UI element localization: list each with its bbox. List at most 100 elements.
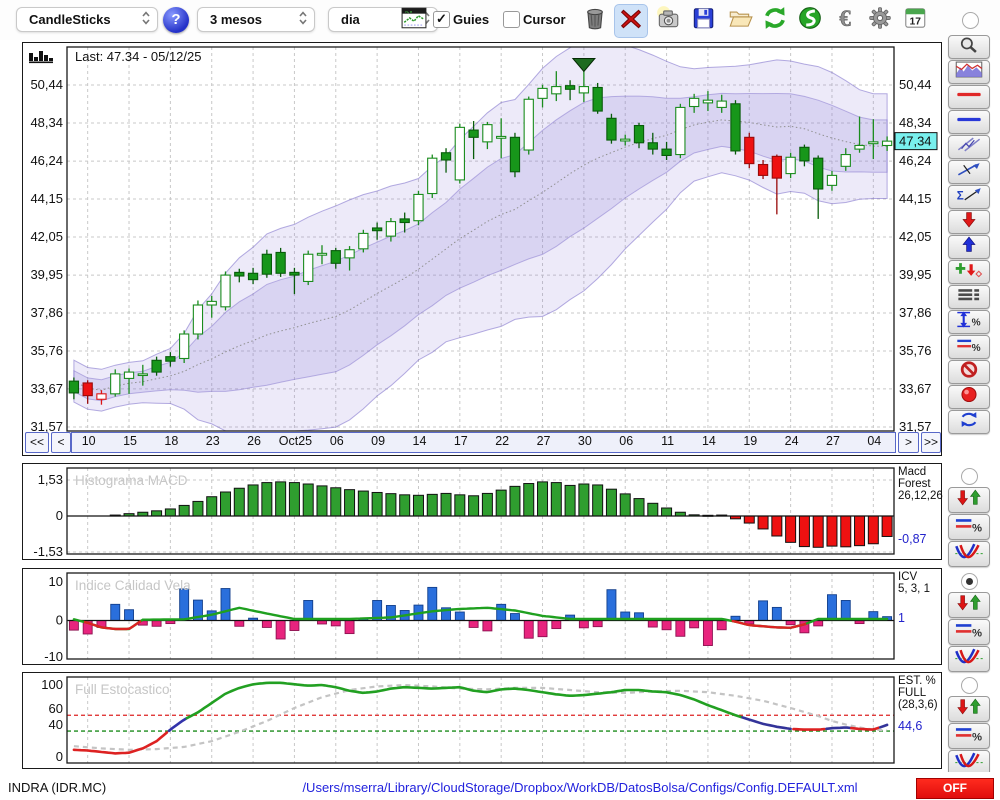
stepper-icon — [141, 10, 151, 29]
stoch-name-line2: FULL — [898, 687, 927, 699]
svg-text:39,95: 39,95 — [899, 267, 932, 282]
panel-chart-tool-button[interactable] — [948, 60, 990, 84]
date-tick-label: 27 — [826, 434, 840, 448]
chart-config-button[interactable]: n,n — [400, 7, 427, 32]
mini-chart-icon: n,n — [401, 5, 427, 36]
trash-icon — [582, 5, 608, 36]
period-select[interactable]: 3 mesos — [197, 7, 315, 32]
settings-icon — [867, 5, 893, 36]
icv-oscillator-curve-button[interactable] — [948, 646, 990, 672]
add-signal-tool-button[interactable] — [948, 260, 990, 284]
icv-settings: 5, 3, 1 — [898, 583, 930, 595]
svg-text:35,76: 35,76 — [30, 343, 63, 358]
svg-text:-1,53: -1,53 — [33, 544, 63, 557]
date-tick-label: 18 — [164, 434, 179, 448]
line-list-tool-button[interactable] — [948, 285, 990, 309]
trash-button[interactable] — [579, 4, 611, 36]
icv-active-radio[interactable] — [961, 573, 978, 590]
date-tick-label: 30 — [577, 434, 592, 448]
refresh-button[interactable] — [759, 4, 791, 36]
macd-name-line2: Forest — [898, 478, 931, 490]
stoch-levels-percent-button[interactable]: % — [948, 723, 990, 749]
vrange-percent-tool-button[interactable]: % — [948, 310, 990, 334]
date-tick-label: 14 — [412, 434, 427, 448]
svg-text:33,67: 33,67 — [899, 381, 932, 396]
svg-text:Histograma MACD: Histograma MACD — [75, 473, 188, 488]
arrow-down-tool-button[interactable] — [948, 210, 990, 234]
icv-levels-percent-button[interactable]: % — [948, 619, 990, 645]
config-path-link[interactable]: /Users/mserra/Library/CloudStorage/Dropb… — [302, 780, 858, 795]
zoom-tool-button[interactable] — [948, 35, 990, 59]
trend-arrows-icon — [953, 593, 985, 617]
cursor-checkbox[interactable] — [503, 11, 520, 28]
date-tick-label: 27 — [536, 434, 551, 448]
off-toggle-button[interactable]: OFF — [916, 778, 994, 799]
macd-active-radio[interactable] — [961, 468, 978, 485]
guies-checkbox[interactable] — [433, 11, 450, 28]
macd-levels-percent-button[interactable]: % — [948, 514, 990, 540]
icv-trend-arrows-button[interactable] — [948, 592, 990, 618]
arrow-up-icon — [955, 236, 983, 258]
svg-text:1,53: 1,53 — [38, 472, 63, 487]
help-button[interactable]: ? — [163, 7, 189, 33]
levels-percent-icon: % — [953, 724, 985, 748]
blue-hline-tool-button[interactable] — [948, 110, 990, 134]
sync-button[interactable] — [794, 4, 826, 36]
macd-oscillator-curve-button[interactable] — [948, 541, 990, 567]
interval-value: dia — [341, 12, 360, 27]
svg-text:46,24: 46,24 — [30, 153, 63, 168]
symbol-label: INDRA (IDR.MC) — [8, 780, 107, 795]
icv-chart[interactable]: Indice Calidad Vela 10 0 -10 — [23, 569, 941, 662]
stoch-name-line1: EST. % — [898, 675, 936, 687]
stoch-oscillator-curve-button[interactable] — [948, 750, 990, 776]
date-scrollbar-track[interactable]: 10 15 18 23 26 Oct25 06 09 14 17 22 27 30 06 11 14 19 24 2… — [71, 432, 896, 453]
macd-trend-arrows-button[interactable] — [948, 487, 990, 513]
volume-toggle-icon — [29, 51, 53, 64]
settings-button[interactable] — [864, 4, 896, 36]
svg-text:%: % — [972, 628, 982, 639]
arrow-up-tool-button[interactable] — [948, 235, 990, 259]
date-tick-label: Oct25 — [278, 434, 313, 448]
macd-name-line1: Macd — [898, 466, 927, 478]
scroll-next-button[interactable]: > — [898, 432, 919, 453]
record-tool-button[interactable] — [948, 385, 990, 409]
save-button[interactable] — [687, 4, 719, 36]
svg-text:46,24: 46,24 — [899, 153, 932, 168]
scroll-first-button[interactable]: << — [25, 432, 49, 453]
open-button[interactable] — [724, 4, 756, 36]
stoch-active-radio[interactable] — [961, 677, 978, 694]
date-tick-label: 11 — [661, 434, 675, 448]
chart-type-select[interactable]: CandleSticks — [16, 7, 158, 32]
svg-text:37,86: 37,86 — [30, 305, 63, 320]
scroll-last-button[interactable]: >> — [921, 432, 941, 453]
date-tick-label: 06 — [329, 434, 344, 448]
delete-button[interactable] — [614, 4, 648, 38]
toolbar-radio[interactable] — [962, 12, 979, 29]
red-hline-tool-button[interactable] — [948, 85, 990, 109]
svg-text:Indice Calidad Vela: Indice Calidad Vela — [75, 578, 191, 593]
refresh-blue-tool-button[interactable] — [948, 410, 990, 434]
trendline-tool-button[interactable] — [948, 160, 990, 184]
candlestick-chart[interactable]: Last: 47.34 - 05/12/25 50,44 50,44 48,34 48,… — [23, 43, 941, 455]
svg-text:31,57: 31,57 — [30, 419, 63, 434]
stoch-settings: (28,3,6) — [898, 699, 938, 711]
euro-button[interactable]: € — [829, 4, 861, 36]
channel-tool-button[interactable] — [948, 135, 990, 159]
svg-text:35,76: 35,76 — [899, 343, 932, 358]
disable-tool-button[interactable] — [948, 360, 990, 384]
svg-text:100: 100 — [41, 677, 63, 692]
macd-histogram-chart[interactable]: Histograma MACD 1,53 0 -1,53 — [23, 464, 941, 557]
record-icon — [955, 386, 983, 408]
calendar-button[interactable]: 17 — [899, 4, 931, 36]
levels-percent-tool-button[interactable]: % — [948, 335, 990, 359]
svg-text:39,95: 39,95 — [30, 267, 63, 282]
vrange-percent-icon: % — [955, 311, 983, 333]
scroll-prev-button[interactable]: < — [51, 432, 71, 453]
sigma-trend-tool-button[interactable]: Σ — [948, 185, 990, 209]
snapshot-button[interactable] — [652, 4, 684, 36]
icv-value: 1 — [898, 611, 905, 625]
stoch-trend-arrows-button[interactable] — [948, 696, 990, 722]
levels-percent-icon: % — [953, 515, 985, 539]
